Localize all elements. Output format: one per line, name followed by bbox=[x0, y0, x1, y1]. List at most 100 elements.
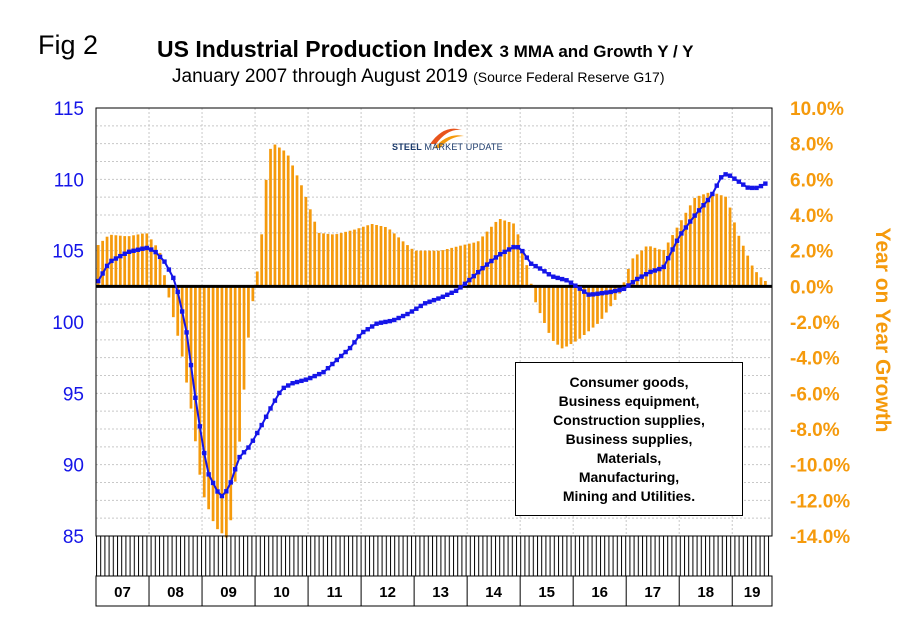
right-tick-label: 0.0% bbox=[790, 277, 833, 298]
index-point bbox=[250, 438, 256, 443]
growth-bar bbox=[675, 227, 679, 287]
index-point bbox=[577, 286, 583, 291]
growth-bar bbox=[406, 245, 409, 287]
index-point bbox=[529, 261, 534, 266]
growth-bar bbox=[600, 286, 604, 319]
index-point bbox=[665, 255, 671, 261]
index-point bbox=[480, 265, 485, 271]
index-point bbox=[330, 361, 335, 367]
chart-title-main: US Industrial Production Index bbox=[157, 36, 494, 62]
index-point bbox=[520, 248, 525, 254]
chart-subtitle-main: January 2007 through August 2019 bbox=[172, 66, 468, 87]
growth-bar bbox=[494, 221, 498, 287]
growth-bar bbox=[569, 286, 573, 345]
growth-bar bbox=[635, 254, 639, 287]
index-point bbox=[122, 251, 127, 256]
growth-bar bbox=[604, 286, 608, 313]
growth-bar bbox=[260, 234, 264, 287]
index-point bbox=[193, 395, 198, 400]
growth-bar bbox=[591, 286, 595, 328]
growth-bar bbox=[118, 235, 122, 287]
growth-bar bbox=[755, 272, 758, 287]
growth-bar bbox=[176, 286, 180, 336]
growth-bar bbox=[242, 286, 246, 390]
index-point bbox=[316, 371, 322, 377]
growth-bar bbox=[273, 144, 277, 287]
index-point bbox=[582, 289, 587, 294]
growth-bar bbox=[547, 286, 551, 333]
index-point bbox=[361, 329, 366, 335]
index-point bbox=[564, 278, 569, 283]
growth-bar bbox=[286, 155, 290, 287]
index-point bbox=[657, 266, 662, 272]
growth-bar bbox=[724, 196, 727, 287]
index-point bbox=[604, 290, 609, 295]
index-point bbox=[175, 289, 180, 295]
growth-bar bbox=[357, 228, 361, 287]
growth-bar bbox=[163, 275, 166, 287]
right-tick-label: -4.0% bbox=[790, 349, 840, 370]
growth-bar bbox=[127, 236, 131, 287]
index-point bbox=[502, 249, 507, 255]
growth-bar bbox=[627, 268, 630, 287]
right-tick-label: -12.0% bbox=[790, 491, 850, 512]
left-tick-label: 110 bbox=[54, 170, 84, 191]
index-point bbox=[241, 450, 247, 455]
index-point bbox=[661, 264, 666, 270]
growth-bar bbox=[392, 233, 396, 287]
growth-bar bbox=[295, 175, 299, 287]
index-point bbox=[299, 378, 304, 384]
growth-bar bbox=[534, 286, 537, 303]
growth-bar bbox=[171, 286, 175, 318]
right-tick-label: 8.0% bbox=[790, 135, 833, 156]
growth-bar bbox=[680, 220, 683, 287]
x-tick-label: 11 bbox=[327, 584, 343, 601]
growth-bar bbox=[472, 242, 476, 287]
growth-bar bbox=[507, 221, 511, 287]
growth-bar bbox=[428, 250, 431, 287]
index-point bbox=[595, 291, 600, 296]
component-line: Manufacturing, bbox=[578, 468, 680, 485]
growth-bar bbox=[238, 286, 241, 442]
index-point bbox=[184, 330, 189, 335]
growth-bar bbox=[432, 250, 436, 287]
index-point bbox=[758, 183, 764, 189]
index-point bbox=[670, 247, 675, 252]
right-tick-label: -10.0% bbox=[790, 456, 850, 477]
logo-text-light: MARKET UPDATE bbox=[424, 142, 503, 152]
component-line: Business supplies, bbox=[565, 430, 693, 447]
growth-bar bbox=[419, 250, 423, 287]
growth-bar bbox=[141, 233, 144, 287]
index-point bbox=[232, 467, 238, 472]
right-axis-title: Year on Year Growth bbox=[871, 227, 894, 432]
index-point bbox=[621, 286, 627, 292]
growth-bar bbox=[308, 209, 312, 287]
index-point bbox=[224, 489, 229, 494]
index-point bbox=[551, 274, 556, 279]
left-tick-label: 90 bbox=[63, 456, 84, 477]
index-point bbox=[696, 208, 702, 213]
growth-bar bbox=[476, 241, 480, 287]
index-point bbox=[396, 315, 401, 321]
growth-bar bbox=[207, 286, 211, 510]
growth-bar bbox=[317, 232, 321, 287]
index-point bbox=[462, 281, 468, 287]
x-tick-label: 17 bbox=[644, 584, 661, 601]
right-tick-label: 10.0% bbox=[790, 99, 844, 120]
index-point bbox=[255, 430, 260, 436]
index-point bbox=[617, 287, 622, 293]
index-point bbox=[339, 353, 344, 359]
index-point bbox=[374, 321, 379, 326]
index-point bbox=[652, 268, 658, 273]
index-point bbox=[188, 362, 194, 368]
left-tick-label: 85 bbox=[63, 527, 84, 548]
index-point bbox=[272, 398, 278, 403]
index-point bbox=[113, 256, 119, 261]
growth-bar bbox=[114, 235, 118, 287]
index-point bbox=[484, 262, 490, 267]
index-point bbox=[162, 259, 167, 264]
growth-bar bbox=[746, 255, 750, 287]
growth-bar bbox=[728, 207, 732, 287]
growth-bar bbox=[609, 286, 613, 307]
